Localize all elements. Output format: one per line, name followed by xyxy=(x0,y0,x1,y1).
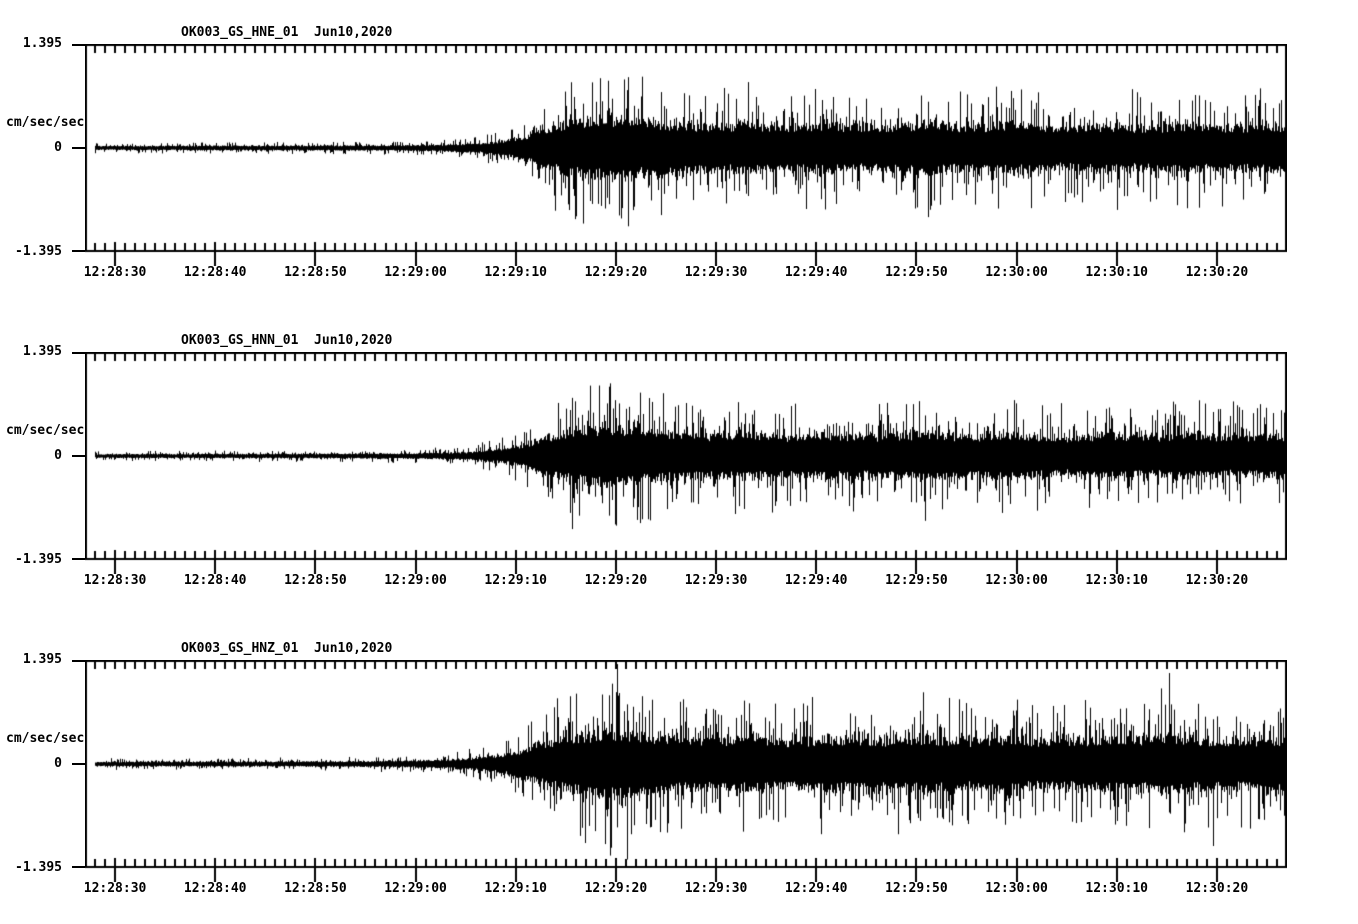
y-axis-tick-min xyxy=(72,866,85,868)
x-tick-label: 12:29:30 xyxy=(684,881,748,896)
y-axis-zero-label: 0 xyxy=(54,448,62,463)
y-axis-unit-label: cm/sec/sec xyxy=(6,423,85,438)
x-tick-label: 12:29:40 xyxy=(784,265,848,280)
y-axis-min-label: -1.395 xyxy=(15,552,62,567)
waveform-canvas-hnn xyxy=(85,352,1287,574)
x-tick-label: 12:29:00 xyxy=(384,573,447,588)
x-tick-label: 12:29:10 xyxy=(484,573,548,588)
x-tick-label: 12:29:00 xyxy=(384,881,447,896)
x-tick-label: 12:29:50 xyxy=(885,573,948,588)
y-axis-unit-label: cm/sec/sec xyxy=(6,731,85,746)
x-tick-label: 12:29:40 xyxy=(784,881,848,896)
y-axis-zero-label: 0 xyxy=(54,756,62,771)
x-tick-label: 12:29:50 xyxy=(885,265,948,280)
y-axis-tick-max xyxy=(72,660,85,662)
x-tick-label: 12:28:30 xyxy=(83,573,147,588)
x-tick-label: 12:30:00 xyxy=(985,265,1048,280)
panel-title: OK003_GS_HNE_01 Jun10,2020 xyxy=(181,25,393,40)
y-axis-tick-min xyxy=(72,250,85,252)
x-tick-label: 12:29:20 xyxy=(584,881,648,896)
panel-title: OK003_GS_HNZ_01 Jun10,2020 xyxy=(181,641,393,656)
y-axis-min-label: -1.395 xyxy=(15,244,62,259)
x-tick-label: 12:29:20 xyxy=(584,265,648,280)
x-tick-label: 12:30:10 xyxy=(1085,573,1149,588)
y-axis-tick-zero xyxy=(72,455,85,457)
x-tick-label: 12:28:50 xyxy=(284,881,347,896)
y-axis-max-label: 1.395 xyxy=(22,344,62,359)
x-tick-label: 12:29:30 xyxy=(684,265,748,280)
y-axis-max-label: 1.395 xyxy=(22,36,62,51)
x-tick-label: 12:30:00 xyxy=(985,881,1048,896)
x-tick-label: 12:28:40 xyxy=(183,573,247,588)
y-axis-unit-label: cm/sec/sec xyxy=(6,115,85,130)
waveform-canvas-hne xyxy=(85,44,1287,266)
y-axis-max-label: 1.395 xyxy=(22,652,62,667)
y-axis-tick-max xyxy=(72,44,85,46)
x-axis-labels: 12:28:30 12:28:40 12:28:50 12:29:00 12:29:10… xyxy=(84,881,1287,897)
y-axis-min-label: -1.395 xyxy=(15,860,62,875)
x-tick-label: 12:28:50 xyxy=(284,573,347,588)
x-tick-label: 12:30:20 xyxy=(1185,265,1249,280)
x-tick-label: 12:29:10 xyxy=(484,265,548,280)
x-tick-label: 12:29:50 xyxy=(885,881,948,896)
y-axis-tick-min xyxy=(72,558,85,560)
x-tick-label: 12:30:20 xyxy=(1185,881,1249,896)
x-tick-label: 12:30:00 xyxy=(985,573,1048,588)
x-axis-labels: 12:28:30 12:28:40 12:28:50 12:29:00 12:29:10… xyxy=(84,265,1287,281)
y-axis-tick-zero xyxy=(72,147,85,149)
x-tick-label: 12:30:10 xyxy=(1085,265,1149,280)
x-tick-label: 12:29:00 xyxy=(384,265,447,280)
x-tick-label: 12:29:40 xyxy=(784,573,848,588)
x-tick-label: 12:28:30 xyxy=(83,265,147,280)
panel-title: OK003_GS_HNN_01 Jun10,2020 xyxy=(181,333,393,348)
x-tick-label: 12:28:40 xyxy=(183,265,247,280)
x-tick-label: 12:29:10 xyxy=(484,881,548,896)
x-tick-label: 12:28:30 xyxy=(83,881,147,896)
x-tick-label: 12:30:10 xyxy=(1085,881,1149,896)
x-tick-label: 12:29:20 xyxy=(584,573,648,588)
x-axis-labels: 12:28:30 12:28:40 12:28:50 12:29:00 12:29:10… xyxy=(84,573,1287,589)
y-axis-tick-max xyxy=(72,352,85,354)
x-tick-label: 12:28:50 xyxy=(284,265,347,280)
waveform-canvas-hnz xyxy=(85,660,1287,882)
x-tick-label: 12:29:30 xyxy=(684,573,748,588)
y-axis-zero-label: 0 xyxy=(54,140,62,155)
x-tick-label: 12:30:20 xyxy=(1185,573,1249,588)
x-tick-label: 12:28:40 xyxy=(183,881,247,896)
y-axis-tick-zero xyxy=(72,763,85,765)
